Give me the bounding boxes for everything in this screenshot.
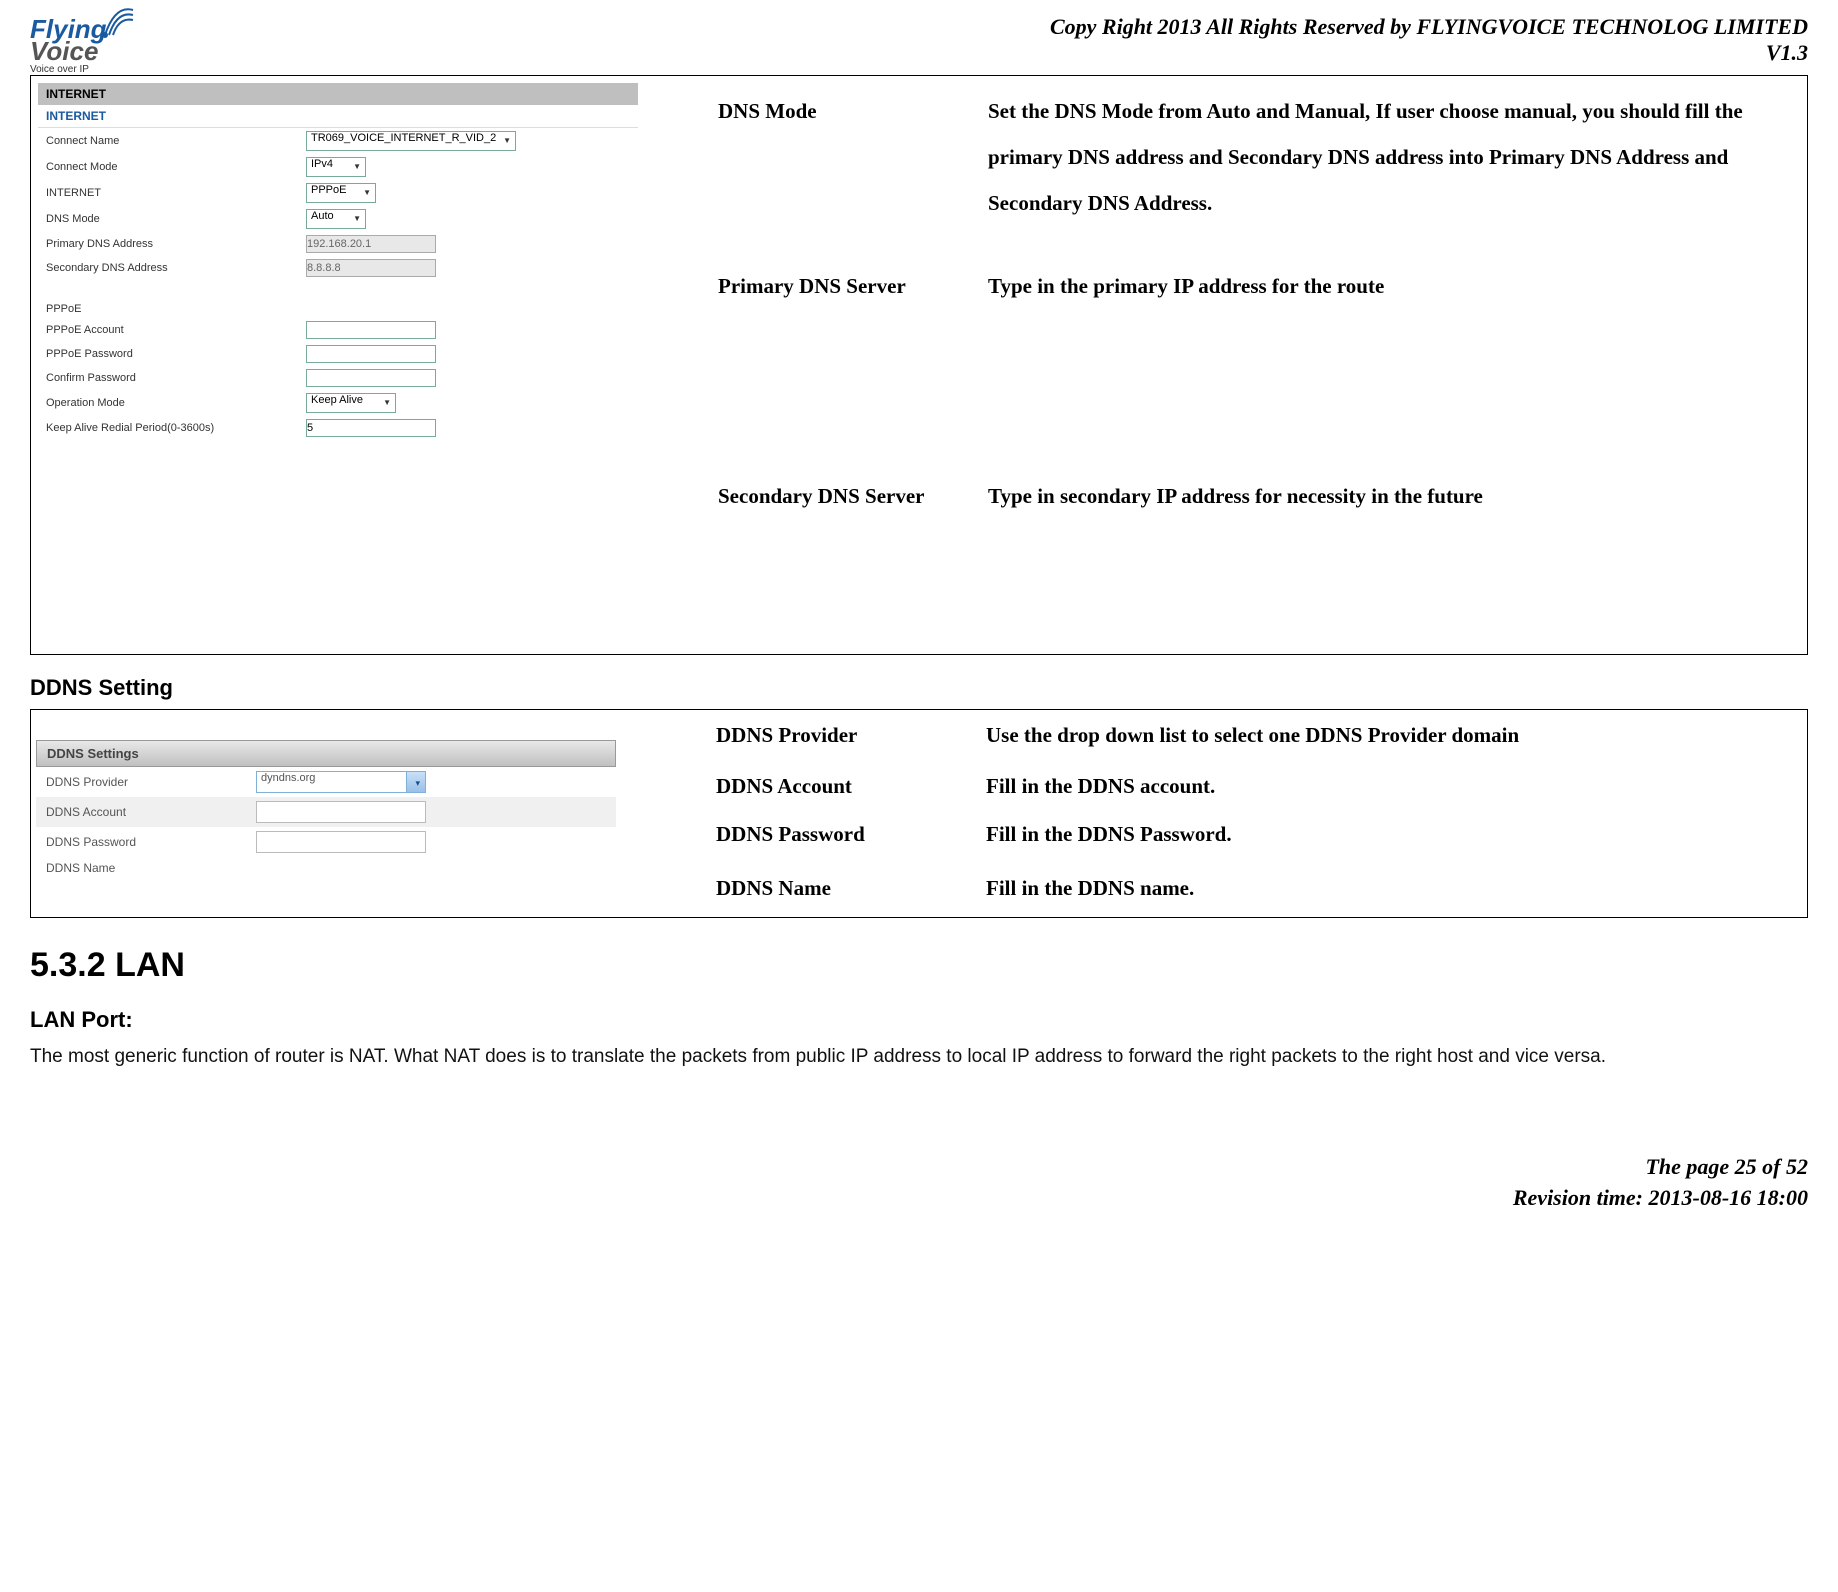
operation-mode-label: Operation Mode — [46, 397, 306, 409]
ddns-account-label: DDNS Account — [46, 805, 256, 819]
dns-mode-select[interactable]: Auto — [306, 209, 366, 229]
connect-name-select[interactable]: TR069_VOICE_INTERNET_R_VID_2 — [306, 131, 516, 151]
footer-page: The page 25 of 52 — [30, 1152, 1808, 1183]
desc-text: Set the DNS Mode from Auto and Manual, I… — [988, 78, 1805, 248]
footer-revision: Revision time: 2013-08-16 18:00 — [30, 1183, 1808, 1214]
pppoe-password-label: PPPoE Password — [46, 348, 306, 360]
logo: Flying Voice Voice over IP — [30, 10, 140, 70]
lan-paragraph: The most generic function of router is N… — [30, 1043, 1808, 1072]
lan-port-heading: LAN Port: — [30, 1007, 1808, 1033]
header-right: Copy Right 2013 All Rights Reserved by F… — [140, 14, 1808, 66]
ddns-name-label: DDNS Name — [46, 861, 256, 875]
secondary-dns-label: Secondary DNS Address — [46, 262, 306, 274]
ddns-password-input[interactable] — [256, 831, 426, 853]
primary-dns-input[interactable] — [306, 235, 436, 253]
ddns-password-label: DDNS Password — [46, 835, 256, 849]
ddns-provider-select[interactable]: dyndns.org▾ — [256, 771, 426, 793]
ddns-account-input[interactable] — [256, 801, 426, 823]
desc-label: DDNS Password — [706, 808, 986, 862]
connect-mode-label: Connect Mode — [46, 161, 306, 173]
desc-label: DDNS Name — [706, 862, 986, 918]
internet-descriptions: DNS Mode Set the DNS Mode from Auto and … — [708, 78, 1805, 652]
internet-select[interactable]: PPPoE — [306, 183, 376, 203]
ddns-setting-title: DDNS Setting — [30, 675, 1808, 701]
desc-text: Fill in the DDNS Password. — [986, 808, 1807, 862]
confirm-password-label: Confirm Password — [46, 372, 306, 384]
ss-subheader: INTERNET — [38, 105, 638, 128]
desc-text: Type in secondary IP address for necessi… — [988, 463, 1805, 652]
desc-label: Secondary DNS Server — [708, 463, 988, 652]
desc-text: Type in the primary IP address for the r… — [988, 248, 1805, 463]
desc-label: DDNS Account — [706, 766, 986, 808]
page-header: Flying Voice Voice over IP Copy Right 20… — [30, 10, 1808, 70]
operation-mode-select[interactable]: Keep Alive — [306, 393, 396, 413]
desc-text: Use the drop down list to select one DDN… — [986, 710, 1807, 766]
logo-wave-icon — [95, 5, 135, 45]
desc-label: DNS Mode — [708, 78, 988, 248]
connect-mode-select[interactable]: IPv4 — [306, 157, 366, 177]
confirm-password-input[interactable] — [306, 369, 436, 387]
desc-label: DDNS Provider — [706, 710, 986, 766]
pppoe-header: PPPoE — [46, 303, 306, 315]
ddns-screenshot: DDNS Settings DDNS Provider dyndns.org▾ … — [31, 710, 706, 917]
logo-tag: Voice over IP — [30, 64, 140, 75]
internet-screenshot: INTERNET INTERNET Connect Name TR069_VOI… — [33, 78, 708, 652]
copyright-text: Copy Right 2013 All Rights Reserved by F… — [140, 14, 1808, 40]
ddns-provider-label: DDNS Provider — [46, 775, 256, 789]
pppoe-password-input[interactable] — [306, 345, 436, 363]
secondary-dns-input[interactable] — [306, 259, 436, 277]
keepalive-input[interactable] — [306, 419, 436, 437]
ss-header: INTERNET — [38, 83, 638, 105]
pppoe-account-input[interactable] — [306, 321, 436, 339]
ss-ddns-header: DDNS Settings — [36, 740, 616, 767]
primary-dns-label: Primary DNS Address — [46, 238, 306, 250]
version-text: V1.3 — [140, 40, 1808, 66]
pppoe-account-label: PPPoE Account — [46, 324, 306, 336]
desc-label: Primary DNS Server — [708, 248, 988, 463]
connect-name-label: Connect Name — [46, 135, 306, 147]
desc-text: Fill in the DDNS name. — [986, 862, 1807, 918]
dns-mode-label: DNS Mode — [46, 213, 306, 225]
page-footer: The page 25 of 52 Revision time: 2013-08… — [30, 1152, 1808, 1214]
desc-text: Fill in the DDNS account. — [986, 766, 1807, 808]
keepalive-label: Keep Alive Redial Period(0-3600s) — [46, 422, 306, 434]
lan-heading: 5.3.2 LAN — [30, 946, 1808, 985]
ddns-descriptions: DDNS Provider Use the drop down list to … — [706, 710, 1807, 917]
ddns-section-box: DDNS Settings DDNS Provider dyndns.org▾ … — [30, 709, 1808, 918]
internet-section-box: INTERNET INTERNET Connect Name TR069_VOI… — [30, 75, 1808, 655]
internet-label: INTERNET — [46, 187, 306, 199]
